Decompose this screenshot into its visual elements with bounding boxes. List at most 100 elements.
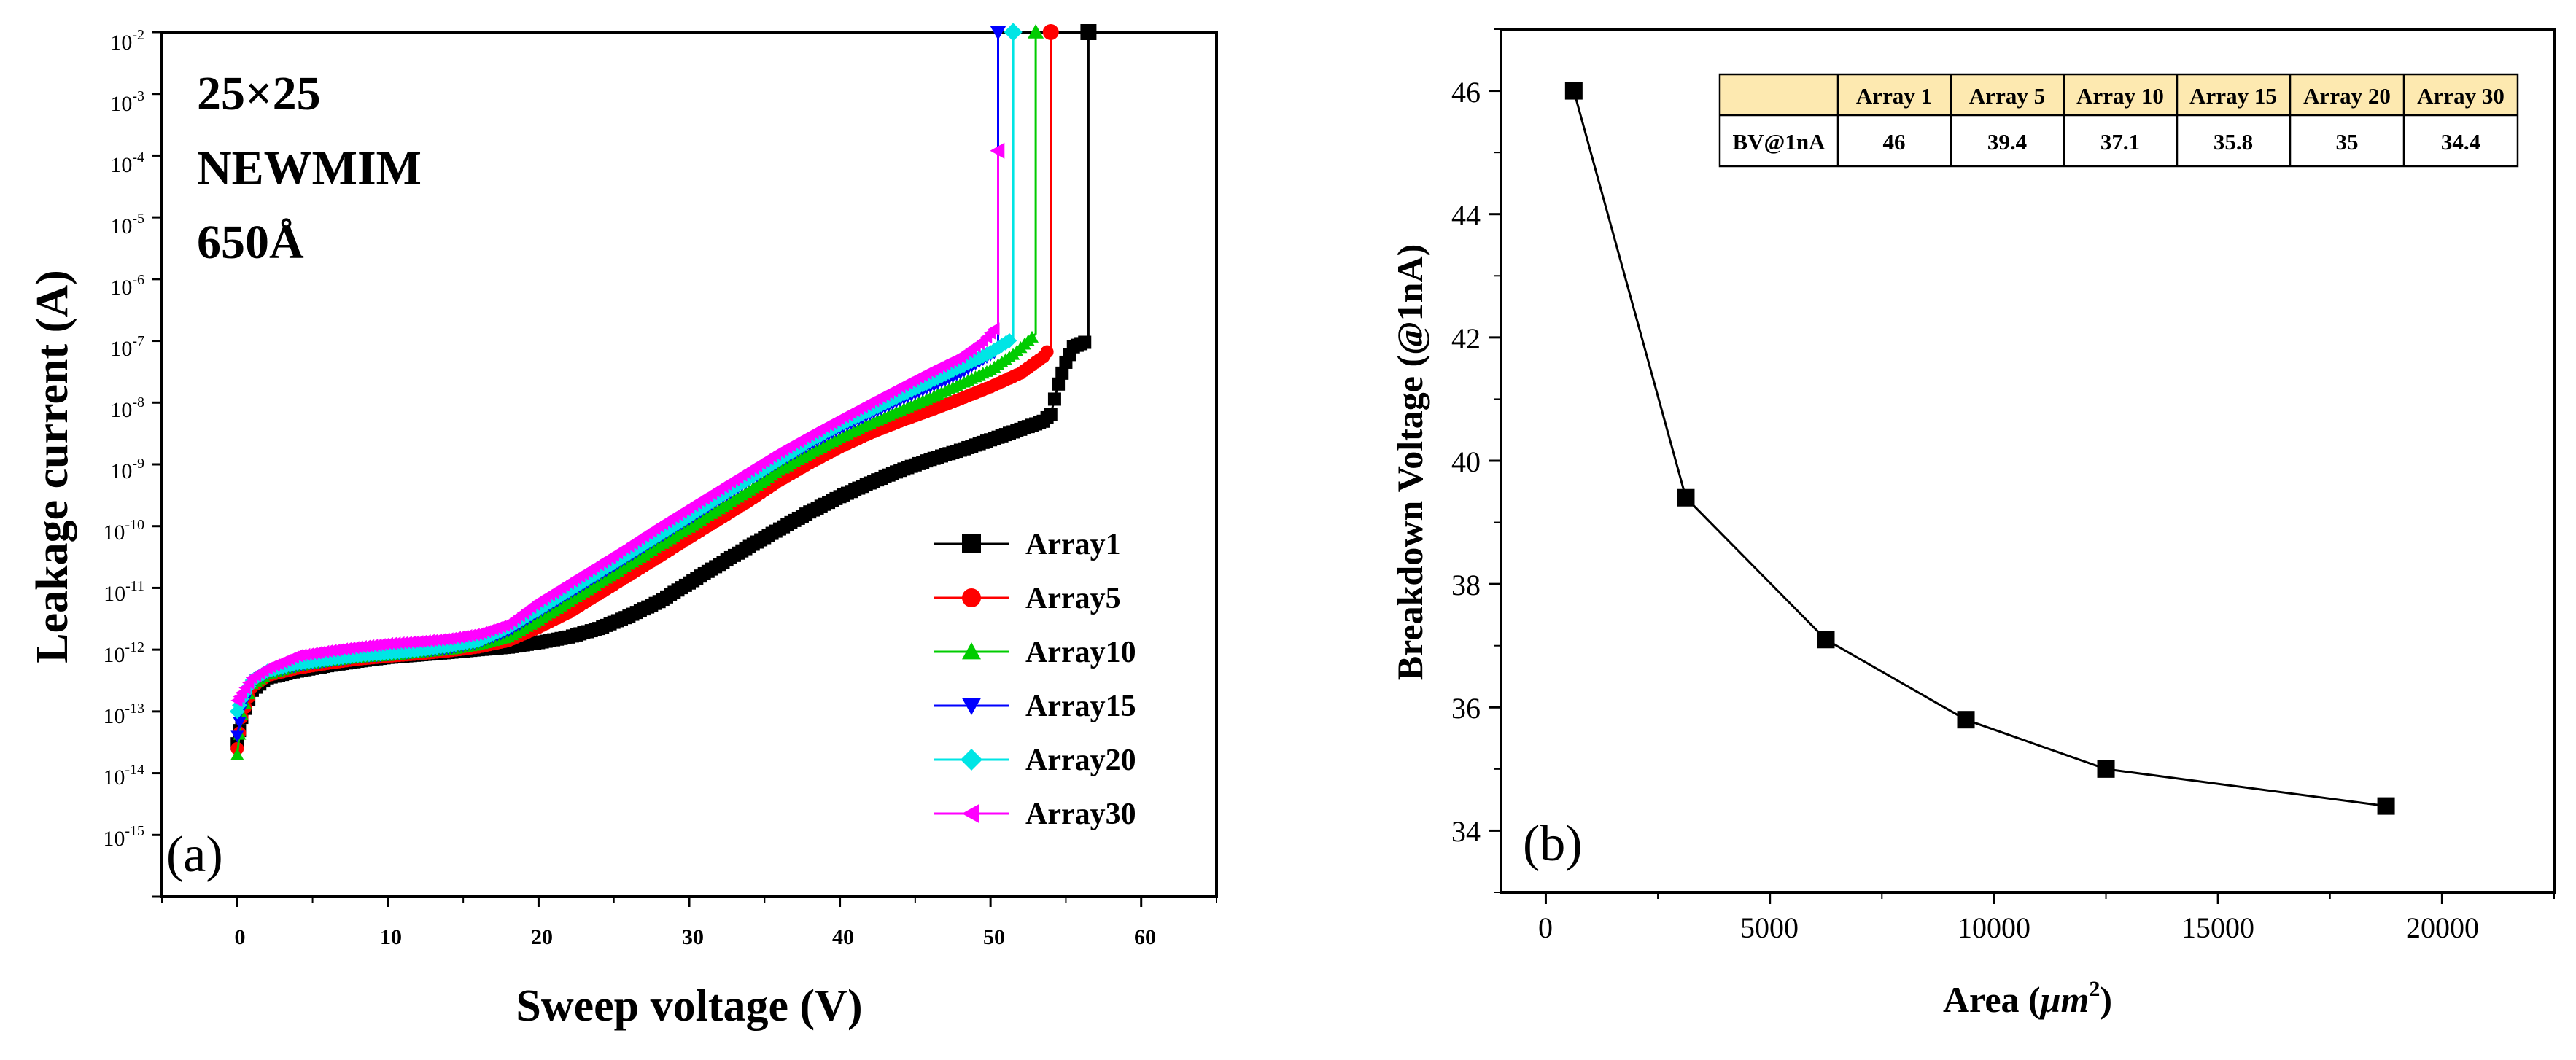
panel-a-y-tick-label: 10-12: [103, 639, 144, 667]
panel-a-y-tick-label: 10-15: [103, 823, 144, 851]
table-value-cell: 37.1: [2100, 129, 2140, 155]
panel-a-y-axis-title: Leakage current (A): [28, 270, 77, 663]
table-header-cell: Array 15: [2189, 83, 2277, 109]
thickness-annotation: 650Å: [197, 216, 304, 269]
table-header-fill: [1720, 74, 2518, 115]
panel-b-x-tick-label: 5000: [1740, 911, 1799, 944]
panel-a-y-tick-label: 10-9: [110, 456, 144, 483]
data-point: [2097, 760, 2115, 778]
legend-label: Array10: [1025, 636, 1136, 669]
table-value-cell: 46: [1883, 129, 1906, 155]
data-point: [1564, 82, 1583, 100]
panel-a-x-axis-title: Sweep voltage (V): [516, 981, 862, 1031]
legend-marker: [962, 804, 979, 823]
panel-b-breakdown-chart: 0 5000 10000 15000 20000 34 36 38 40 42 …: [1389, 28, 2556, 1020]
table-header-cell: Array 30: [2417, 83, 2505, 109]
series-array15: [230, 26, 1006, 743]
panel-a-x-tick-label: 30: [682, 925, 704, 949]
panel-a-y-tick-label: 10-8: [110, 394, 144, 422]
panel-b-y-tick-label: 36: [1451, 692, 1481, 725]
breakdown-point: [1028, 24, 1044, 39]
data-point: [2377, 797, 2395, 815]
panel-a-y-tick-label: 10-5: [110, 211, 144, 238]
table-body-fill: [1720, 115, 2518, 166]
panel-b-x-tick-label: 20000: [2406, 911, 2479, 944]
series-breakdown-voltage: [1564, 82, 2395, 815]
panel-b-series: [1564, 82, 2395, 815]
breakdown-table: Array 1 Array 5 Array 10 Array 15 Array …: [1718, 73, 2519, 168]
panel-a-y-tick-label: 10-6: [110, 272, 144, 300]
panel-b-letter: (b): [1523, 816, 1583, 872]
series-line: [236, 150, 999, 701]
panel-b-tick-labels: 0 5000 10000 15000 20000 34 36 38 40 42 …: [1451, 76, 2479, 944]
panel-a-x-tick-label: 40: [832, 925, 854, 949]
panel-b-y-tick-label: 38: [1451, 569, 1481, 601]
data-point: [1957, 711, 1975, 729]
data-point: [230, 730, 244, 743]
panel-a-legend: Array1 Array5 Array10 Array15 Array20 Array30: [934, 528, 1136, 831]
sample-size-annotation: 25×25: [197, 67, 321, 120]
panel-b-y-tick-label: 44: [1451, 199, 1481, 232]
legend-label: Array15: [1025, 690, 1136, 723]
panel-a-x-tick-label: 10: [380, 925, 402, 949]
table-value-cell: 35.8: [2214, 129, 2253, 155]
legend-label: Array30: [1025, 798, 1136, 831]
legend-marker: [962, 588, 981, 607]
legend-marker: [961, 749, 982, 771]
panel-b-x-axis-title: Area (μm2): [1943, 977, 2112, 1020]
legend-label: Array5: [1025, 582, 1121, 615]
table-value-cell: 39.4: [1987, 129, 2027, 155]
panel-a-y-tick-label: 10-7: [110, 333, 144, 361]
panel-a-tick-labels: 0 10 20 30 40 50 60: [235, 925, 1157, 949]
panel-a-x-tick-label: 60: [1134, 925, 1156, 949]
table-header-cell: Array 10: [2076, 83, 2164, 109]
table-header-cell: Array 20: [2303, 83, 2391, 109]
panel-a-x-tick-label: 50: [983, 925, 1005, 949]
panel-a-y-tick-label: 10-2: [110, 27, 144, 55]
legend-label: Array1: [1025, 528, 1121, 561]
table-header-cell: Array 1: [1856, 83, 1932, 109]
panel-b-y-tick-label: 46: [1451, 76, 1481, 109]
series-line: [1572, 90, 2386, 808]
panel-b-x-tick-label: 10000: [1958, 911, 2030, 944]
panel-a-ticks: [152, 31, 1217, 907]
panel-a-y-tick-labels: 10-15 10-14 10-13 10-12 10-11 10-10 10-9…: [103, 27, 144, 851]
legend-marker: [962, 642, 981, 660]
panel-a-x-tick-label: 0: [235, 925, 246, 949]
breakdown-point: [1080, 24, 1097, 40]
table-row-label: BV@1nA: [1732, 129, 1826, 155]
legend-label: Array20: [1025, 744, 1136, 777]
table-value-cell: 34.4: [2441, 129, 2480, 155]
legend-marker: [962, 698, 981, 715]
panel-b-x-tick-label: 0: [1538, 911, 1553, 944]
panel-a-letter: (a): [166, 827, 223, 883]
breakdown-point: [1042, 24, 1059, 40]
legend-marker: [962, 534, 981, 553]
panel-b-ticks: [1489, 28, 2555, 904]
panel-a-y-tick-label: 10-11: [104, 578, 144, 606]
panel-b-y-tick-label: 42: [1451, 322, 1481, 355]
panel-b-y-tick-label: 40: [1451, 445, 1481, 478]
data-point: [1817, 631, 1835, 649]
data-point: [1677, 488, 1695, 507]
panel-b-y-axis-title: Breakdown Voltage (@1nA): [1389, 244, 1430, 680]
panel-a-y-tick-label: 10-10: [103, 517, 144, 545]
panel-a-y-tick-label: 10-14: [103, 762, 144, 790]
panel-a-leakage-chart: 0 10 20 30 40 50 60 10-15 10-14 10-13 10…: [28, 23, 1218, 1031]
breakdown-point: [990, 142, 1005, 159]
series-line: [236, 32, 999, 736]
panel-a-series: [229, 23, 1097, 760]
table-border: [1718, 73, 2519, 168]
series-array30: [230, 142, 1005, 707]
panel-b-y-tick-label: 34: [1451, 815, 1481, 848]
table-value-cell: 35: [2336, 129, 2359, 155]
breakdown-point: [1004, 23, 1023, 42]
panel-b-x-tick-label: 15000: [2181, 911, 2254, 944]
table-header-cell: Array 5: [1969, 83, 2045, 109]
panel-a-y-tick-label: 10-4: [110, 149, 144, 177]
process-annotation: NEWMIM: [197, 141, 422, 195]
panel-a-y-tick-label: 10-3: [110, 88, 144, 116]
panel-a-y-tick-label: 10-13: [103, 701, 144, 728]
panel-a-x-tick-label: 20: [531, 925, 553, 949]
